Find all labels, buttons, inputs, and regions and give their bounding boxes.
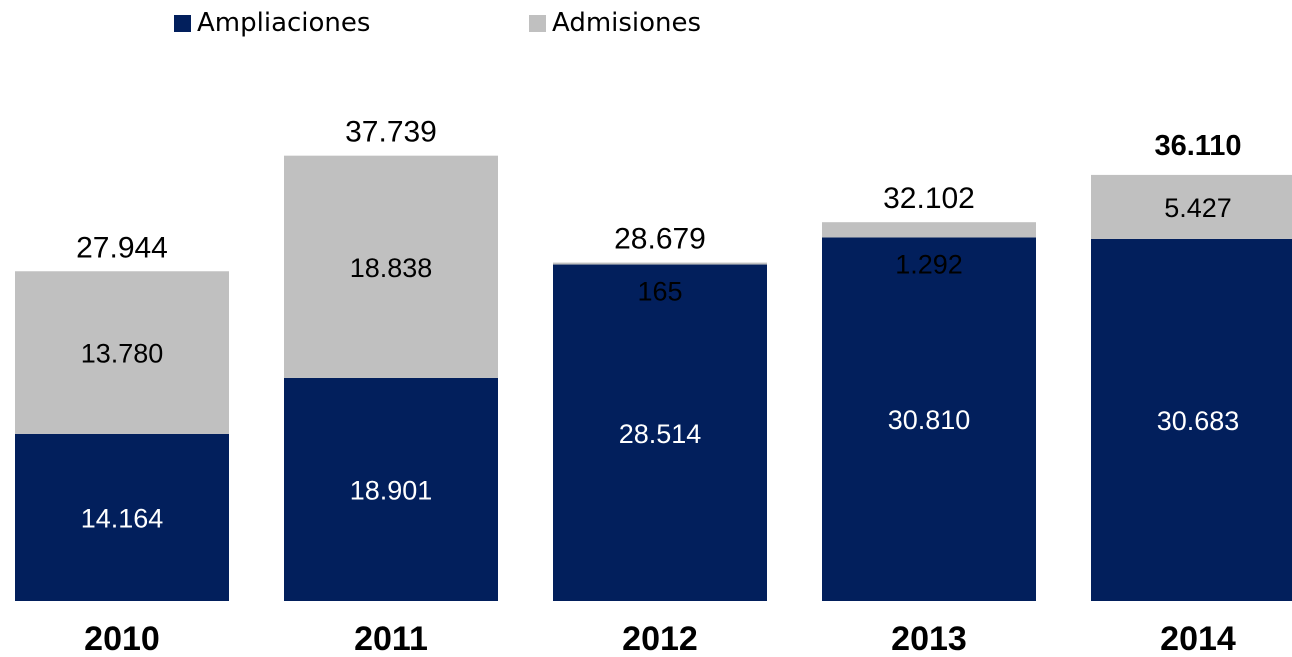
data-label-ampliaciones-2011: 18.901: [350, 475, 433, 505]
total-label-2013: 32.102: [883, 182, 975, 215]
bar-admisiones-2013: [822, 222, 1036, 238]
bar-admisiones-2014: [1091, 174, 1292, 239]
data-label-ampliaciones-2014: 30.683: [1157, 406, 1240, 436]
data-label-admisiones-2011: 18.838: [350, 253, 433, 283]
bar-admisiones-2010: [15, 271, 229, 434]
x-tick-label-2010: 2010: [84, 620, 160, 657]
x-tick-label-2011: 2011: [354, 620, 428, 657]
data-label-ampliaciones-2012: 28.514: [619, 419, 702, 449]
x-tick-label-2012: 2012: [622, 620, 698, 657]
legend-swatch-ampliaciones: [174, 14, 191, 32]
legend-label-ampliaciones: Ampliaciones: [197, 8, 371, 38]
x-tick-label-2013: 2013: [891, 620, 967, 657]
total-label-2011: 37.739: [345, 116, 437, 149]
chart-legend: Ampliaciones Admisiones: [0, 8, 1292, 44]
legend-label-admisiones: Admisiones: [552, 8, 702, 38]
bar-ampliaciones-2011: [284, 377, 498, 601]
bar-admisiones-2011: [284, 155, 498, 378]
data-label-ampliaciones-2013: 30.810: [888, 405, 971, 435]
total-label-2010: 27.944: [76, 231, 168, 264]
legend-item-admisiones: Admisiones: [529, 8, 701, 38]
bar-admisiones-2012: [553, 262, 767, 265]
bar-ampliaciones-2012: [553, 264, 767, 601]
data-label-admisiones-2012: 165: [637, 277, 682, 307]
x-tick-label-2014: 2014: [1160, 620, 1236, 657]
total-label-2012: 28.679: [614, 223, 706, 256]
data-label-admisiones-2010: 13.780: [81, 339, 164, 369]
data-label-ampliaciones-2010: 14.164: [81, 503, 164, 533]
bar-ampliaciones-2014: [1091, 238, 1292, 601]
data-label-admisiones-2013: 1.292: [895, 249, 963, 279]
legend-item-ampliaciones: Ampliaciones: [174, 8, 370, 38]
total-label-2014: 36.110: [1154, 130, 1241, 162]
data-label-admisiones-2014: 5.427: [1164, 193, 1232, 223]
bar-ampliaciones-2013: [822, 237, 1036, 601]
bar-ampliaciones-2010: [15, 433, 229, 601]
legend-swatch-admisiones: [529, 14, 546, 32]
